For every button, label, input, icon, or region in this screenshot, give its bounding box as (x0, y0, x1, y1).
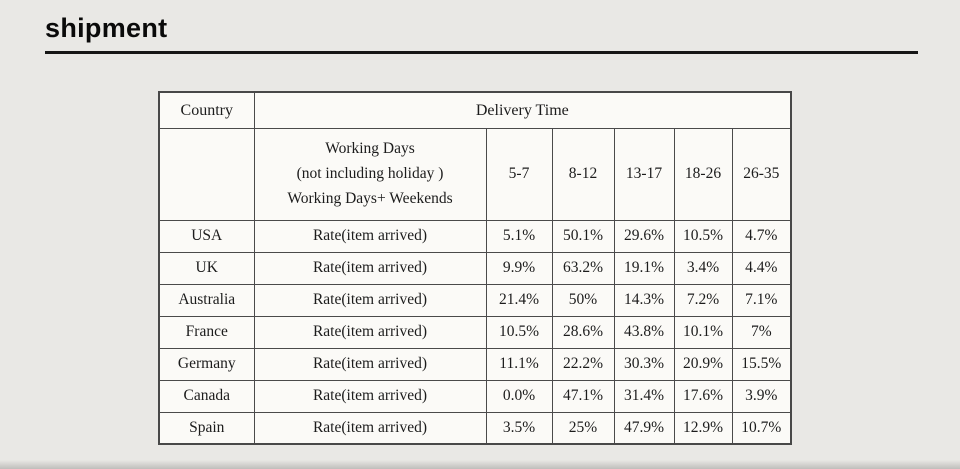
range-header-5-7: 5-7 (485, 127, 553, 221)
rate-value-cell: 47.9% (613, 411, 675, 445)
rate-label-cell: Rate(item arrived) (253, 347, 487, 381)
rate-value-cell: 17.6% (673, 379, 733, 413)
rate-value-cell: 14.3% (613, 283, 675, 317)
rate-value-cell: 3.5% (485, 411, 553, 445)
table-subheader-row: Working Days (not including holiday ) Wo… (158, 127, 792, 221)
table-row-germany: Germany Rate(item arrived) 11.1% 22.2% 3… (158, 347, 792, 381)
rate-value-cell: 9.9% (485, 251, 553, 285)
table-header-row: Country Delivery Time (158, 91, 792, 129)
rate-value-cell: 7% (731, 315, 792, 349)
rate-value-cell: 3.4% (673, 251, 733, 285)
working-days-line: Working Days (325, 140, 415, 158)
rate-value-cell: 22.2% (551, 347, 615, 381)
page-title: shipment (45, 13, 168, 43)
rate-value-cell: 4.7% (731, 219, 792, 253)
working-days-header: Working Days (not including holiday ) Wo… (253, 127, 487, 221)
table-row-usa: USA Rate(item arrived) 5.1% 50.1% 29.6% … (158, 219, 792, 253)
range-header-26-35: 26-35 (731, 127, 792, 221)
empty-header-cell (158, 127, 255, 221)
country-cell: Spain (158, 411, 255, 445)
rate-label-cell: Rate(item arrived) (253, 219, 487, 253)
column-header-delivery-time: Delivery Time (253, 91, 792, 129)
rate-label-cell: Rate(item arrived) (253, 411, 487, 445)
rate-value-cell: 20.9% (673, 347, 733, 381)
rate-value-cell: 15.5% (731, 347, 792, 381)
country-cell: France (158, 315, 255, 349)
bottom-shadow (0, 460, 960, 469)
table-row-uk: UK Rate(item arrived) 9.9% 63.2% 19.1% 3… (158, 251, 792, 285)
rate-value-cell: 19.1% (613, 251, 675, 285)
rate-value-cell: 10.7% (731, 411, 792, 445)
country-cell: Germany (158, 347, 255, 381)
column-header-country: Country (158, 91, 255, 129)
delivery-time-table: Country Delivery Time Working Days (not … (158, 91, 793, 446)
rate-value-cell: 0.0% (485, 379, 553, 413)
rate-label-cell: Rate(item arrived) (253, 283, 487, 317)
rate-label-cell: Rate(item arrived) (253, 315, 487, 349)
rate-value-cell: 10.5% (485, 315, 553, 349)
rate-value-cell: 28.6% (551, 315, 615, 349)
rate-value-cell: 10.1% (673, 315, 733, 349)
rate-value-cell: 30.3% (613, 347, 675, 381)
rate-value-cell: 31.4% (613, 379, 675, 413)
rate-value-cell: 25% (551, 411, 615, 445)
title-divider (45, 51, 918, 55)
country-cell: Australia (158, 283, 255, 317)
rate-value-cell: 7.2% (673, 283, 733, 317)
country-cell: USA (158, 219, 255, 253)
working-days-line: (not including holiday ) (296, 164, 444, 182)
country-cell: UK (158, 251, 255, 285)
range-header-18-26: 18-26 (673, 127, 733, 221)
rate-value-cell: 50.1% (551, 219, 615, 253)
rate-value-cell: 12.9% (673, 411, 733, 445)
rate-value-cell: 7.1% (731, 283, 792, 317)
rate-label-cell: Rate(item arrived) (253, 379, 487, 413)
table-row-spain: Spain Rate(item arrived) 3.5% 25% 47.9% … (158, 411, 792, 445)
rate-value-cell: 50% (551, 283, 615, 317)
rate-value-cell: 29.6% (613, 219, 675, 253)
working-days-line: Working Days+ Weekends (287, 189, 453, 207)
rate-value-cell: 43.8% (613, 315, 675, 349)
rate-value-cell: 21.4% (485, 283, 553, 317)
rate-value-cell: 3.9% (731, 379, 792, 413)
table-row-france: France Rate(item arrived) 10.5% 28.6% 43… (158, 315, 792, 349)
rate-value-cell: 63.2% (551, 251, 615, 285)
table-row-australia: Australia Rate(item arrived) 21.4% 50% 1… (158, 283, 792, 317)
range-header-13-17: 13-17 (613, 127, 675, 221)
rate-value-cell: 11.1% (485, 347, 553, 381)
table-row-canada: Canada Rate(item arrived) 0.0% 47.1% 31.… (158, 379, 792, 413)
shipment-section: shipment Country Delivery Time Working D… (0, 12, 960, 469)
rate-label-cell: Rate(item arrived) (253, 251, 487, 285)
rate-value-cell: 47.1% (551, 379, 615, 413)
rate-value-cell: 5.1% (485, 219, 553, 253)
rate-value-cell: 4.4% (731, 251, 792, 285)
country-cell: Canada (158, 379, 255, 413)
rate-value-cell: 10.5% (673, 219, 733, 253)
range-header-8-12: 8-12 (551, 127, 615, 221)
